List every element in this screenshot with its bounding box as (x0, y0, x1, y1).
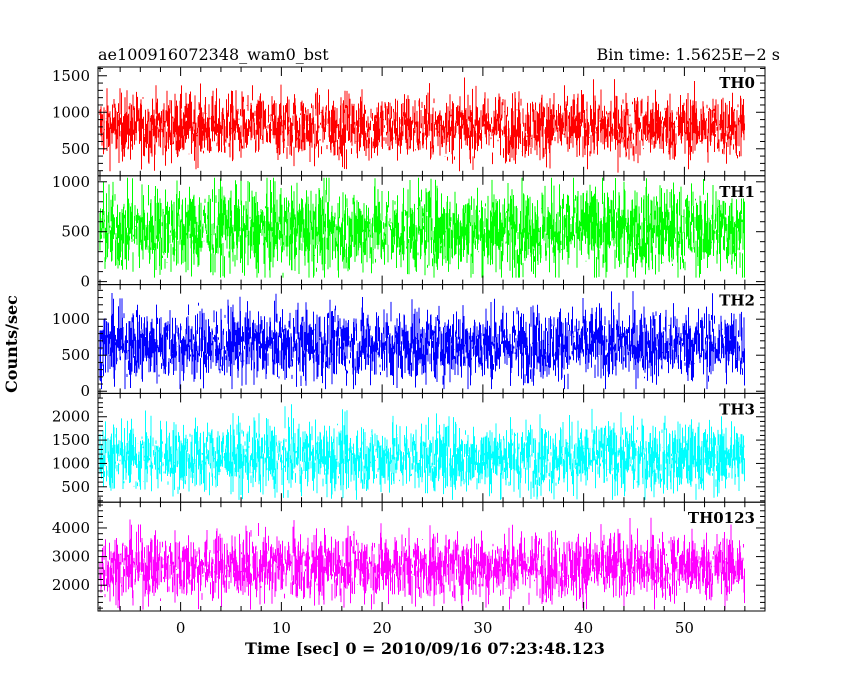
x-tick-label: 10 (272, 619, 291, 637)
x-axis-title: Time [sec] 0 = 2010/09/16 07:23:48.123 (245, 639, 605, 658)
y-tick-label: 1000 (52, 310, 90, 328)
panel-label-th0: TH0 (719, 74, 755, 92)
panel-label-th3: TH3 (719, 400, 755, 418)
series-line-th2 (99, 291, 745, 390)
panel-stack: 500 1000 1500 TH0 0 500 1000 TH1 0 500 1000 TH2 500 1… (52, 66, 766, 612)
x-tick-label: 20 (373, 619, 392, 637)
series-line-th3 (99, 404, 745, 500)
x-axis: 0 10 20 30 40 50 (176, 619, 694, 637)
y-tick-label: 1500 (52, 67, 90, 85)
panel-th0: 500 1000 1500 TH0 (52, 66, 766, 177)
series-line-th0 (99, 77, 745, 173)
y-tick-label: 4000 (52, 519, 90, 537)
x-tick-label: 40 (574, 619, 593, 637)
y-tick-label: 2000 (52, 576, 90, 594)
panel-th3: 500 1000 1500 2000 TH3 (52, 392, 766, 503)
panel-label-th0123: TH0123 (688, 509, 755, 527)
series-line-th0123 (99, 517, 745, 610)
x-tick-label: 50 (675, 619, 694, 637)
y-tick-label: 1000 (52, 103, 90, 121)
y-tick-label: 500 (61, 140, 90, 158)
y-tick-label: 2000 (52, 408, 90, 426)
y-tick-label: 0 (80, 273, 90, 291)
panel-label-th1: TH1 (719, 183, 755, 201)
panel-th1: 0 500 1000 TH1 (52, 173, 766, 291)
y-tick-label: 500 (61, 346, 90, 364)
chart-title: ae100916072348_wam0_bst (98, 45, 329, 64)
y-tick-label: 1000 (52, 454, 90, 472)
series-line-th1 (99, 177, 745, 278)
y-tick-label: 500 (61, 478, 90, 496)
panel-th2: 0 500 1000 TH2 (52, 284, 766, 400)
bin-time-label: Bin time: 1.5625E−2 s (597, 45, 780, 64)
panel-th0123: 2000 3000 4000 TH0123 (52, 501, 766, 612)
y-tick-label: 1500 (52, 431, 90, 449)
y-tick-label: 1000 (52, 173, 90, 191)
panel-label-th2: TH2 (719, 292, 755, 310)
y-axis-title: Counts/sec (2, 295, 21, 393)
y-tick-label: 500 (61, 223, 90, 241)
x-tick-label: 0 (176, 619, 186, 637)
x-tick-label: 30 (473, 619, 492, 637)
y-tick-label: 0 (80, 382, 90, 400)
y-tick-label: 3000 (52, 548, 90, 566)
